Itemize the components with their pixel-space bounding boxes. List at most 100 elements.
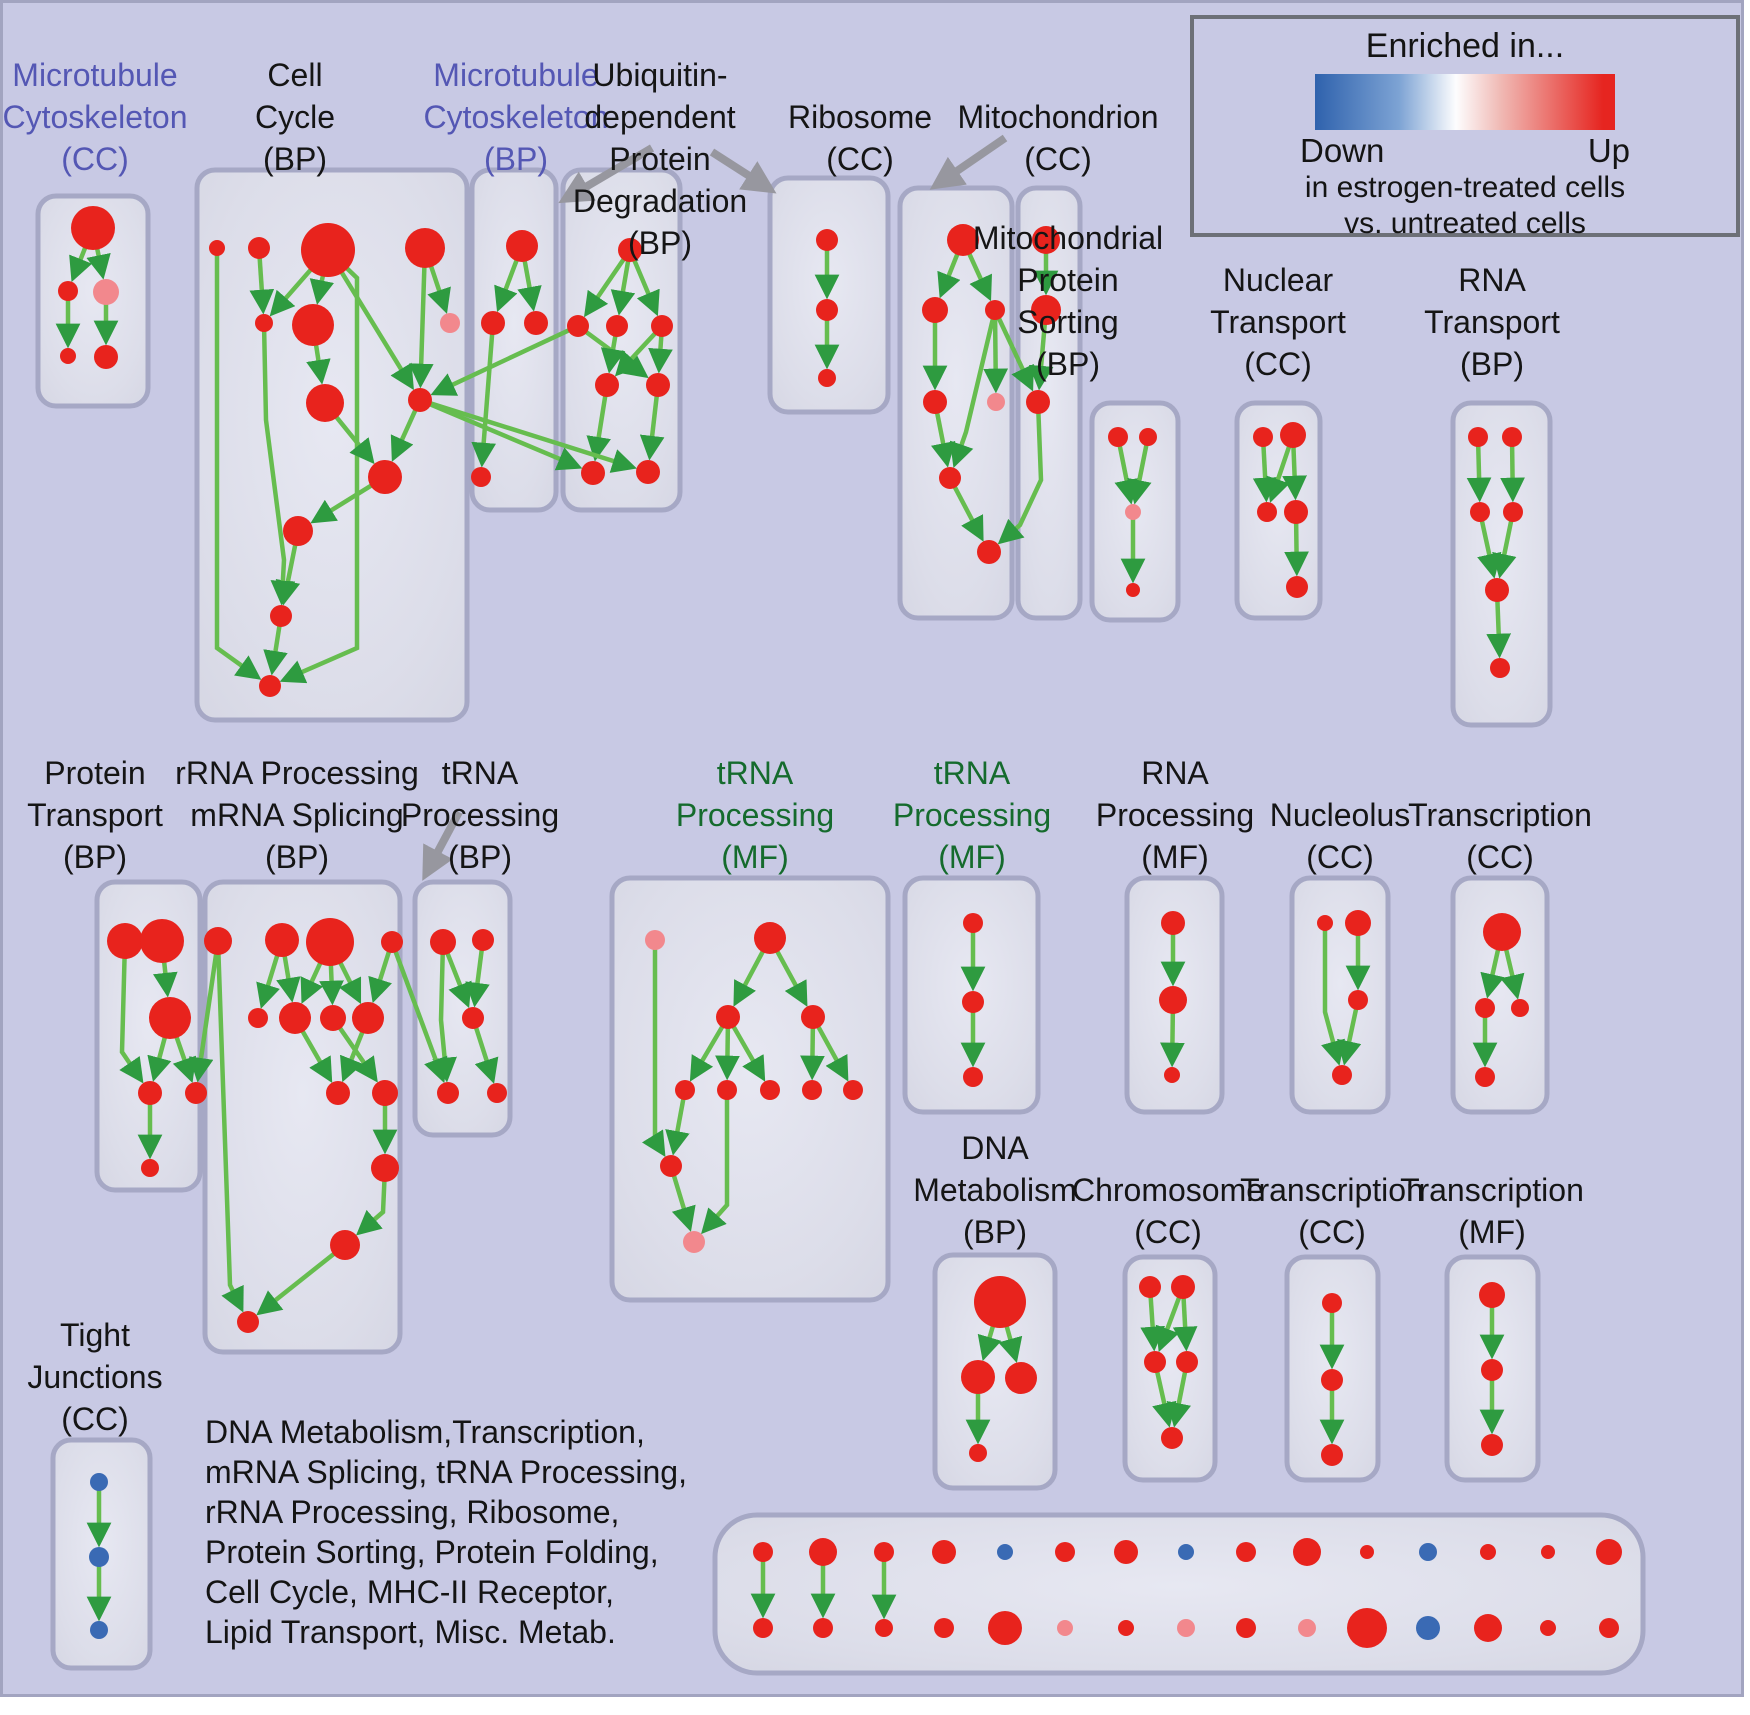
node-trna-mf-large-ML xyxy=(716,1005,740,1029)
matrix-node-top-2 xyxy=(874,1542,894,1562)
node-rna-transport-R4 xyxy=(1503,502,1523,522)
node-trna-mf-large-B2 xyxy=(717,1080,737,1100)
node-upd-U6 xyxy=(581,461,605,485)
matrix-node-bottom-1 xyxy=(813,1618,833,1638)
node-rna-transport-R6 xyxy=(1490,658,1510,678)
node-nuclear-transport-N3 xyxy=(1257,502,1277,522)
group-label-nucleolus: Nucleolus (CC) xyxy=(1269,797,1411,875)
label-pointer-arrow xyxy=(422,810,463,881)
node-mps-P3 xyxy=(1125,504,1141,520)
node-protein-transport-PT1 xyxy=(107,923,143,959)
node-ribosome-E xyxy=(987,393,1005,411)
node-upd-U1 xyxy=(567,315,589,337)
node-cell-cycle-a xyxy=(209,240,225,256)
node-rrna-T1 xyxy=(265,923,299,957)
group-label-dna-metab: DNA Metabolism (BP) xyxy=(913,1130,1077,1250)
edge xyxy=(263,624,288,676)
group-label-rna-transport: RNA Transport (BP) xyxy=(1424,262,1560,382)
matrix-node-bottom-5 xyxy=(1057,1620,1073,1636)
group-label-upd: Ubiquitin-dependent Protein Degradation (BP… xyxy=(572,57,748,261)
edge-layer xyxy=(55,134,1525,1622)
node-mps-P4 xyxy=(1126,583,1140,597)
node-upd-U3 xyxy=(651,315,673,337)
edge xyxy=(641,948,666,1157)
edge xyxy=(1152,1370,1177,1428)
node-upd-chain-C3 xyxy=(818,369,836,387)
node-rrna-T0 xyxy=(204,927,232,955)
matrix-node-top-13 xyxy=(1541,1545,1555,1559)
matrix-node-bottom-9 xyxy=(1298,1619,1316,1637)
group-label-transcription-mf: Transcription (MF) xyxy=(1400,1172,1584,1250)
matrix-node-bottom-3 xyxy=(934,1618,954,1638)
edge xyxy=(1252,444,1278,503)
group-label-trna-mf-large: tRNA Processing (MF) xyxy=(675,755,835,875)
edge xyxy=(731,1024,766,1082)
node-nuclear-transport-N5 xyxy=(1286,576,1308,598)
edge xyxy=(1282,445,1307,501)
edge xyxy=(701,1098,730,1235)
node-rrna-W xyxy=(371,1154,399,1182)
edge xyxy=(1140,1295,1165,1352)
node-rrna-T2 xyxy=(306,918,354,966)
node-cell-cycle-d xyxy=(405,228,445,268)
misc-text-line: Lipid Transport, Misc. Metab. xyxy=(205,1614,616,1650)
edge xyxy=(319,963,344,1006)
matrix-node-bottom-4 xyxy=(988,1611,1022,1645)
edge xyxy=(428,401,583,471)
node-rna-proc-mf-r3 xyxy=(1164,1067,1180,1083)
node-transcription-cc-bottom-q2 xyxy=(1321,1369,1343,1391)
matrix-node-top-1 xyxy=(809,1538,837,1566)
group-label-mt-bp: Microtubule Cytoskeleton (BP) xyxy=(423,57,609,177)
group-label-tight-junctions: Tight Junctions (CC) xyxy=(27,1317,163,1437)
matrix-node-top-14 xyxy=(1596,1539,1622,1565)
matrix-node-top-5 xyxy=(1055,1542,1075,1562)
edge xyxy=(997,411,1044,545)
edge xyxy=(600,334,626,374)
edge xyxy=(983,317,1009,394)
legend-up-label: Up xyxy=(1587,132,1630,169)
node-chromosome-ch1 xyxy=(1139,1276,1161,1298)
node-nucleolus-nM xyxy=(1348,990,1368,1010)
group-box-dna-metab xyxy=(932,1252,1058,1491)
group-label-trna-bp: tRNA Processing (BP) xyxy=(400,755,560,875)
node-ribosome-B xyxy=(922,297,948,323)
node-dna-metab-DB xyxy=(974,1276,1026,1328)
edge xyxy=(1160,1011,1185,1068)
edge xyxy=(494,258,520,313)
edge xyxy=(648,334,673,374)
edge xyxy=(473,1025,499,1084)
node-protein-transport-PT5 xyxy=(185,1082,207,1104)
legend-down-label: Down xyxy=(1300,132,1385,169)
node-rna-transport-R3 xyxy=(1470,502,1490,522)
edge xyxy=(1337,1007,1362,1066)
group-label-transcription-cc-bottom: Transcription (CC) xyxy=(1240,1172,1424,1250)
node-trna-bp-tB xyxy=(472,929,494,951)
edge xyxy=(1266,444,1292,503)
node-rrna-Q1 xyxy=(248,1008,268,1028)
node-rna-proc-mf-r1 xyxy=(1161,911,1185,935)
group-label-nuclear-transport: Nuclear Transport (CC) xyxy=(1210,262,1346,382)
node-nucleolus-nBot xyxy=(1332,1065,1352,1085)
group-box-bottom-matrix xyxy=(712,1512,1646,1676)
node-nuclear-transport-N4 xyxy=(1284,500,1308,524)
node-rrna-V xyxy=(330,1230,360,1260)
node-mito-M2 xyxy=(1031,295,1061,325)
label-pointer-arrow xyxy=(709,148,777,194)
node-mt-cc-n5 xyxy=(94,345,118,369)
node-mito-M3 xyxy=(1026,390,1050,414)
group-label-mt-cc: Microtubule Cytoskeleton (CC) xyxy=(2,57,188,177)
node-protein-transport-PT4 xyxy=(138,1081,162,1105)
node-upd-U5 xyxy=(646,373,670,397)
group-label-mps: Mitochondrial Protein Sorting (BP) xyxy=(972,220,1164,382)
node-cell-cycle-X xyxy=(408,388,432,412)
node-chromosome-ch3 xyxy=(1144,1351,1166,1373)
edge xyxy=(966,251,992,302)
edge xyxy=(1492,519,1517,579)
node-upd-U0 xyxy=(618,238,642,262)
matrix-node-top-7 xyxy=(1178,1544,1194,1560)
group-label-rna-proc-mf: RNA Processing (MF) xyxy=(1095,755,1255,875)
edge xyxy=(390,408,418,462)
node-upd-chain-C2 xyxy=(816,299,838,321)
group-box-nucleolus xyxy=(1289,875,1391,1115)
node-upd-chain-C1 xyxy=(816,229,838,251)
